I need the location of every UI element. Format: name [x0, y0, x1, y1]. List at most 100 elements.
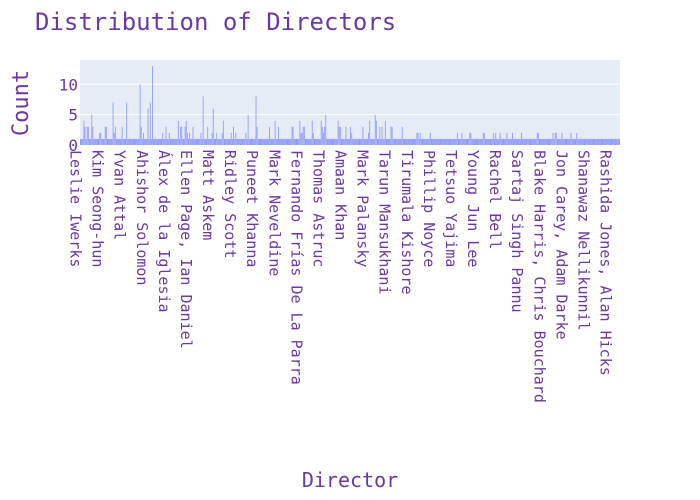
bar — [566, 138, 568, 145]
bar — [435, 138, 437, 145]
bar — [165, 126, 167, 145]
bar — [365, 138, 367, 145]
bar — [375, 120, 377, 145]
x-tick-label: Blake Harris, Chris Bouchard — [530, 150, 548, 403]
bar — [550, 138, 552, 145]
bar — [310, 138, 312, 145]
bar — [162, 132, 164, 145]
bar — [110, 138, 112, 145]
bar — [433, 138, 435, 145]
bar — [253, 138, 255, 145]
bar — [481, 138, 483, 145]
bar — [462, 138, 464, 145]
bar — [325, 114, 327, 145]
bar — [126, 102, 128, 145]
bar — [251, 138, 253, 145]
bar — [125, 138, 127, 145]
bar — [509, 138, 511, 145]
bar — [539, 138, 541, 145]
bar — [221, 132, 223, 145]
bar — [287, 138, 289, 145]
bar — [171, 138, 173, 145]
bar — [456, 132, 458, 145]
bar — [353, 138, 355, 145]
bar — [219, 138, 221, 145]
bar — [279, 138, 281, 145]
bar — [360, 138, 362, 145]
bar — [90, 138, 92, 145]
bar — [471, 138, 473, 145]
bar — [369, 120, 371, 145]
bar — [518, 138, 520, 145]
bar — [135, 138, 137, 145]
bar — [366, 138, 368, 145]
bar — [239, 138, 241, 145]
bar — [179, 138, 181, 145]
x-tick-label: Jon Carey, Adam Darke — [552, 150, 570, 340]
bar — [327, 138, 329, 145]
bar — [344, 138, 346, 145]
bar — [107, 138, 109, 145]
bar — [302, 126, 304, 145]
bar — [227, 138, 229, 145]
x-tick-label: Tarun Mansukhani — [376, 150, 394, 295]
bar — [170, 138, 172, 145]
bar — [173, 138, 175, 145]
bar — [474, 138, 476, 145]
bar — [318, 138, 320, 145]
bar — [224, 138, 226, 145]
bar — [501, 138, 503, 145]
bar — [530, 138, 532, 145]
x-tick-label: Tirumala Kishore — [398, 150, 416, 295]
bar — [98, 138, 100, 145]
x-tick-labels: Leslie Iwerks Kim Seong-hun Yvan Attal Ahis… — [67, 150, 615, 403]
bar — [225, 138, 227, 145]
bar — [337, 120, 339, 145]
bar — [290, 138, 292, 145]
bar — [371, 138, 373, 145]
bar — [155, 138, 157, 145]
bar — [284, 138, 286, 145]
bar — [523, 138, 525, 145]
bar — [393, 138, 395, 145]
bar — [192, 126, 194, 145]
bar — [180, 126, 182, 145]
bar — [597, 138, 599, 145]
bar — [104, 126, 106, 145]
bar — [490, 138, 492, 145]
x-tick-label: Rashida Jones, Alan Hicks — [597, 150, 615, 376]
bar — [283, 138, 285, 145]
bar — [113, 132, 115, 145]
bar — [129, 138, 131, 145]
bar — [332, 138, 334, 145]
bar — [569, 138, 571, 145]
bar — [472, 138, 474, 145]
bar — [516, 138, 518, 145]
bar — [598, 138, 600, 145]
bar — [93, 138, 95, 145]
bar — [382, 138, 384, 145]
bar — [275, 138, 277, 145]
bar — [84, 126, 86, 145]
bar — [384, 120, 386, 145]
bar — [615, 138, 617, 145]
x-tick-label: Álex de la Iglesia — [155, 150, 174, 313]
bar — [282, 138, 284, 145]
bar — [329, 138, 331, 145]
bar — [521, 132, 523, 145]
bar — [96, 138, 98, 145]
bar — [314, 138, 316, 145]
bar — [415, 138, 417, 145]
bar — [195, 138, 197, 145]
bar — [449, 138, 451, 145]
bar — [140, 126, 142, 145]
bar — [324, 126, 326, 145]
bar — [411, 138, 413, 145]
bar — [491, 138, 493, 145]
bar — [451, 138, 453, 145]
bar — [112, 102, 114, 145]
bar — [311, 120, 313, 145]
bar — [269, 126, 271, 145]
bar — [572, 138, 574, 145]
bar — [345, 126, 347, 145]
